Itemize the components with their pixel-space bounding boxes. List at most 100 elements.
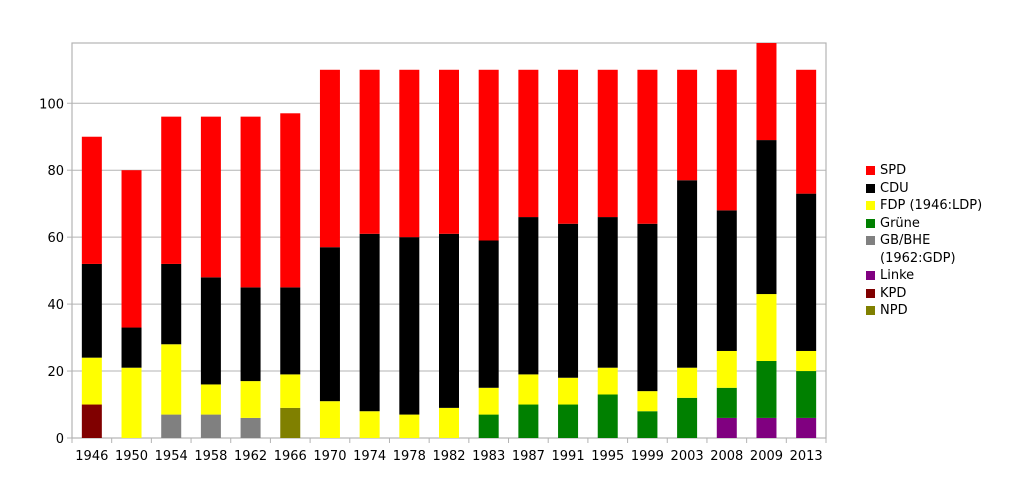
bar-segment	[81, 263, 102, 358]
bar-segment	[558, 69, 579, 224]
bar-segment	[597, 394, 618, 438]
x-tick-label: 1995	[591, 449, 624, 464]
bar-segment	[597, 367, 618, 395]
bar-segment	[200, 414, 221, 438]
bar-segment	[240, 381, 261, 418]
bar-segment	[796, 417, 817, 438]
bar-segment	[716, 210, 737, 351]
bar-segment	[399, 237, 420, 415]
bar-segment	[280, 374, 301, 408]
bar-segment	[200, 384, 221, 415]
legend-item-gbbhe: GB/BHE (1962:GDP)	[866, 232, 982, 267]
legend-swatch	[866, 236, 875, 245]
y-tick-label: 20	[47, 365, 64, 380]
bar-segment	[597, 69, 618, 218]
bar-segment	[161, 263, 182, 345]
bar-segment	[796, 193, 817, 351]
bar-segment	[796, 69, 817, 194]
bar-segment	[716, 417, 737, 438]
x-tick-label: 1966	[274, 449, 307, 464]
bar-segment	[716, 387, 737, 418]
bar-series	[81, 43, 817, 438]
legend: SPD CDU FDP (1946:LDP) Grüne GB/BHE (196…	[866, 162, 982, 320]
bar-segment	[637, 391, 658, 412]
legend-item-npd: NPD	[866, 302, 982, 320]
bar-segment	[359, 69, 380, 234]
legend-item-cdu: CDU	[866, 180, 982, 198]
bar-segment	[518, 404, 539, 438]
bar-segment	[756, 43, 777, 141]
x-tick-label: 2003	[671, 449, 704, 464]
bar-segment	[280, 113, 301, 288]
bar-segment	[359, 233, 380, 412]
bar-segment	[637, 223, 658, 392]
bar-segment	[518, 69, 539, 218]
bar-segment	[796, 350, 817, 372]
bar-segment	[319, 69, 340, 248]
bar-segment	[319, 247, 340, 402]
axes: 0 20 40 60 80 100 1946 1950 1954 1958 1962 1966 1970…	[39, 97, 827, 464]
bar-segment	[558, 404, 579, 438]
bar-segment	[240, 417, 261, 438]
x-tick-label: 1946	[75, 449, 108, 464]
x-tick-label: 1987	[512, 449, 545, 464]
bar-segment	[240, 116, 261, 288]
legend-item-linke: Linke	[866, 267, 982, 285]
bar-segment	[81, 357, 102, 405]
x-tick-label: 1999	[631, 449, 664, 464]
x-tick-label: 1978	[393, 449, 426, 464]
bar-segment	[677, 180, 698, 368]
bar-segment	[518, 217, 539, 375]
legend-swatch	[866, 166, 875, 175]
legend-swatch	[866, 218, 875, 228]
bar-segment	[796, 371, 817, 418]
bar-segment	[161, 414, 182, 438]
y-tick-label: 80	[47, 164, 64, 179]
y-tick-label: 0	[56, 432, 64, 447]
bar-segment	[399, 69, 420, 238]
bar-segment	[439, 407, 459, 438]
bar-segment	[121, 367, 142, 438]
bar-segment	[319, 401, 340, 438]
legend-item-fdp: FDP (1946:LDP)	[866, 197, 982, 215]
legend-swatch	[866, 183, 875, 193]
bar-segment	[597, 217, 618, 368]
x-tick-label: 1950	[115, 449, 148, 464]
x-tick-label: 1954	[155, 449, 188, 464]
legend-swatch	[866, 271, 875, 280]
bar-segment	[558, 377, 579, 405]
bar-segment	[439, 69, 459, 234]
bar-segment	[399, 414, 420, 438]
bar-segment	[478, 240, 499, 388]
x-tick-label: 1982	[432, 449, 465, 464]
bar-segment	[478, 414, 499, 438]
y-tick-label: 60	[47, 231, 64, 246]
bar-segment	[637, 411, 658, 438]
bar-segment	[240, 287, 261, 382]
legend-swatch	[866, 201, 875, 210]
bar-segment	[677, 367, 698, 398]
legend-item-spd: SPD	[866, 162, 982, 180]
bar-segment	[161, 116, 182, 264]
bar-segment	[478, 387, 499, 415]
y-tick-label: 100	[39, 97, 64, 112]
bar-segment	[756, 140, 777, 295]
bar-segment	[756, 361, 777, 418]
legend-swatch	[866, 288, 875, 298]
y-tick-label: 40	[47, 298, 64, 313]
bar-segment	[200, 277, 221, 385]
x-tick-label: 1983	[472, 449, 505, 464]
bar-segment	[478, 69, 499, 241]
bar-segment	[81, 404, 102, 438]
bar-segment	[121, 327, 142, 368]
bar-segment	[161, 344, 182, 415]
bar-segment	[637, 69, 658, 224]
x-tick-label: 2009	[750, 449, 783, 464]
x-tick-label: 1974	[353, 449, 386, 464]
x-tick-label: 2013	[790, 449, 823, 464]
bar-segment	[558, 223, 579, 378]
x-tick-label: 1991	[552, 449, 585, 464]
bar-segment	[677, 69, 698, 181]
bar-segment	[716, 69, 737, 211]
